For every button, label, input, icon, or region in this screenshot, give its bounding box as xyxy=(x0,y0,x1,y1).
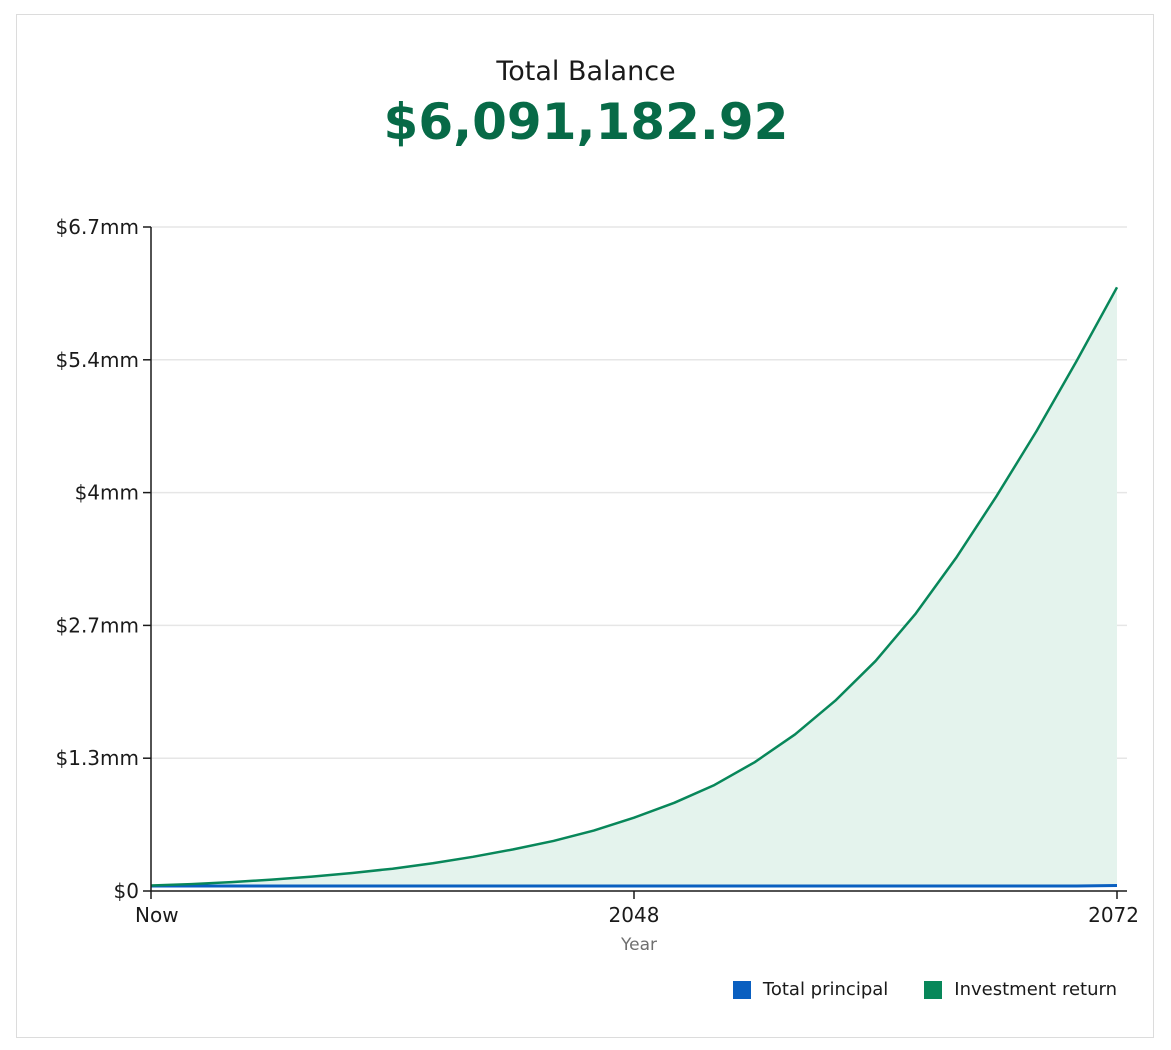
axes xyxy=(150,227,1127,892)
series-line-investment-return xyxy=(150,286,1119,887)
chart-legend: Total principal Investment return xyxy=(732,979,1117,1000)
x-axis-label: Year xyxy=(620,935,657,955)
balance-chart: $0 $1.3mm $2.7mm $4mm $5.4mm $6.7mm Now 2048 20… xyxy=(56,215,1140,955)
legend-swatch-investment xyxy=(924,980,943,999)
series-lines xyxy=(150,286,1119,888)
y-tick-label-1: $1.3mm xyxy=(56,746,140,770)
x-tick-labels: Now 2048 2072 xyxy=(135,891,1139,927)
series-areas xyxy=(151,287,1117,886)
legend-item-total-principal[interactable]: Total principal xyxy=(732,979,889,1000)
y-tick-label-2: $2.7mm xyxy=(56,613,140,637)
total-balance-value: $6,091,182.92 xyxy=(383,93,789,151)
y-tick-label-4: $5.4mm xyxy=(56,348,140,372)
y-tick-label-3: $4mm xyxy=(75,481,139,505)
legend-swatch-principal xyxy=(732,980,751,999)
balance-card: Total Balance $6,091,182.92 $0 $1.3mm $2.7… xyxy=(16,14,1154,1038)
x-tick-label-1: 2048 xyxy=(609,903,660,927)
y-tick-label-0: $0 xyxy=(114,879,139,903)
y-tick-labels: $0 $1.3mm $2.7mm $4mm $5.4mm $6.7mm xyxy=(56,215,151,903)
legend-item-investment-return[interactable]: Investment return xyxy=(924,979,1117,1000)
chart-title: Total Balance xyxy=(496,56,676,87)
y-tick-label-5: $6.7mm xyxy=(56,215,140,239)
legend-label-principal: Total principal xyxy=(762,979,889,1000)
x-tick-label-0: Now xyxy=(135,903,179,927)
investment-return-area xyxy=(151,287,1117,886)
legend-label-investment: Investment return xyxy=(954,979,1117,1000)
chart-header: Total Balance $6,091,182.92 xyxy=(17,55,1155,153)
x-tick-label-2: 2072 xyxy=(1088,903,1139,927)
